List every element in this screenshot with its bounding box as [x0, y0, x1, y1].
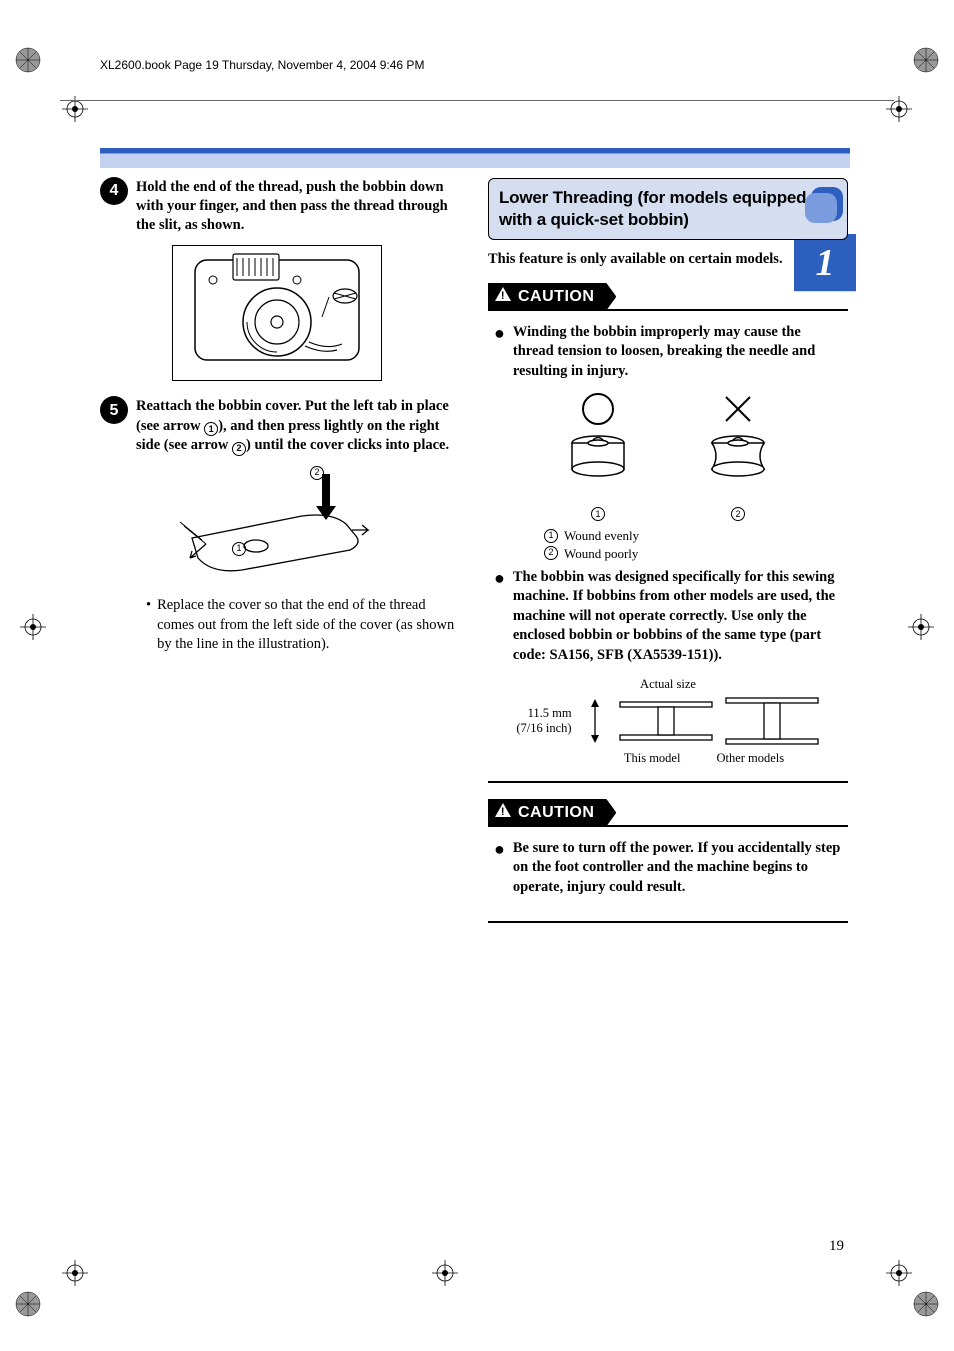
svg-text:!: !	[501, 806, 505, 818]
bullet-icon: ●	[494, 324, 505, 383]
bobbin-winding-figure: 1 2	[494, 391, 842, 521]
legend-1-num: 1	[544, 529, 558, 543]
dimension-arrow-icon	[582, 699, 608, 743]
figure-bobbin-slit	[172, 245, 382, 381]
warning-icon: !	[494, 286, 512, 308]
caution-2-flag: ! CAUTION	[488, 799, 616, 827]
crosshair-bot-left	[60, 1258, 90, 1293]
legend-2-text: Wound poorly	[564, 545, 638, 562]
crosshair-mid-right	[906, 612, 936, 647]
caution-1-item-1: ● Winding the bobbin improperly may caus…	[494, 323, 842, 382]
caution-1-item-1-text: Winding the bobbin improperly may cause …	[513, 323, 842, 382]
bobbin-good-icon	[558, 391, 638, 491]
legend-2-num: 2	[544, 546, 558, 560]
step-5-note: • Replace the cover so that the end of t…	[146, 596, 460, 653]
figure-bobbin-cover: 2 1	[172, 466, 382, 582]
caution-1-header: ! CAUTION	[488, 283, 848, 311]
regmark-top-right	[908, 42, 944, 83]
actual-size-label: Actual size	[494, 676, 842, 693]
regmark-bottom-left	[10, 1286, 46, 1327]
size-dimension: 11.5 mm (7/16 inch)	[516, 706, 571, 736]
crosshair-bot-right	[884, 1258, 914, 1293]
bobbin-label-2: 2	[731, 507, 745, 521]
step-5-text: Reattach the bobbin cover. Put the left …	[136, 397, 460, 456]
intro-note: This feature is only available on certai…	[488, 250, 848, 269]
step-5: 5 Reattach the bobbin cover. Put the lef…	[100, 397, 460, 456]
bobbin-size-figure: 11.5 mm (7/16 inch)	[494, 696, 842, 746]
section-title: Lower Threading (for models equipped wit…	[499, 187, 819, 231]
bobbin-bad-icon	[698, 391, 778, 491]
step-4-badge: 4	[100, 177, 128, 205]
blue-header-bar	[100, 148, 850, 168]
step-5-note-text: Replace the cover so that the end of the…	[157, 596, 460, 653]
step-4-text: Hold the end of the thread, push the bob…	[136, 178, 460, 235]
caution-2-item-1: ● Be sure to turn off the power. If you …	[494, 839, 842, 898]
size-other-label: Other models	[716, 750, 784, 767]
size-this-label: This model	[624, 750, 681, 767]
crosshair-mid-left	[18, 612, 48, 647]
caution-1-box: ● Winding the bobbin improperly may caus…	[488, 309, 848, 783]
size-mm: 11.5 mm	[516, 706, 571, 721]
caution-2-label: CAUTION	[518, 802, 594, 823]
section-tab-decor	[805, 185, 849, 225]
caution-1-label: CAUTION	[518, 286, 594, 307]
step-4: 4 Hold the end of the thread, push the b…	[100, 178, 460, 235]
caution-1-flag: ! CAUTION	[488, 283, 616, 311]
bobbin-legend: 1 Wound evenly 2 Wound poorly	[544, 527, 842, 561]
ref-1: 1	[204, 422, 218, 436]
legend-1-text: Wound evenly	[564, 527, 639, 544]
page-number: 19	[829, 1238, 844, 1255]
bobbin-label-1: 1	[591, 507, 605, 521]
right-column: Lower Threading (for models equipped wit…	[488, 178, 848, 939]
caution-2-header: ! CAUTION	[488, 799, 848, 827]
bullet-dot: •	[146, 596, 151, 653]
bullet-icon: ●	[494, 569, 505, 667]
crosshair-bot-mid	[430, 1258, 460, 1293]
section-header: Lower Threading (for models equipped wit…	[488, 178, 848, 240]
left-column: 4 Hold the end of the thread, push the b…	[100, 178, 460, 939]
caution-2-item-1-text: Be sure to turn off the power. If you ac…	[513, 839, 842, 898]
book-header-line: XL2600.book Page 19 Thursday, November 4…	[100, 58, 424, 72]
ref-2: 2	[232, 442, 246, 456]
bullet-icon: ●	[494, 840, 505, 899]
bobbin-this-model-icon	[618, 696, 714, 746]
caution-1-item-2: ● The bobbin was designed specifically f…	[494, 568, 842, 666]
step5-text-c: ) until the cover clicks into place.	[246, 437, 449, 453]
regmark-top-left	[10, 42, 46, 83]
caution-2-box: ● Be sure to turn off the power. If you …	[488, 825, 848, 924]
caution-1-item-2-text: The bobbin was designed specifically for…	[513, 568, 842, 666]
svg-text:!: !	[501, 290, 505, 302]
step-5-badge: 5	[100, 396, 128, 424]
warning-icon: !	[494, 802, 512, 824]
bobbin-other-model-icon	[724, 696, 820, 746]
size-in: (7/16 inch)	[516, 721, 571, 736]
size-label-row: This model Other models	[566, 750, 842, 767]
header-hairline	[60, 100, 894, 101]
